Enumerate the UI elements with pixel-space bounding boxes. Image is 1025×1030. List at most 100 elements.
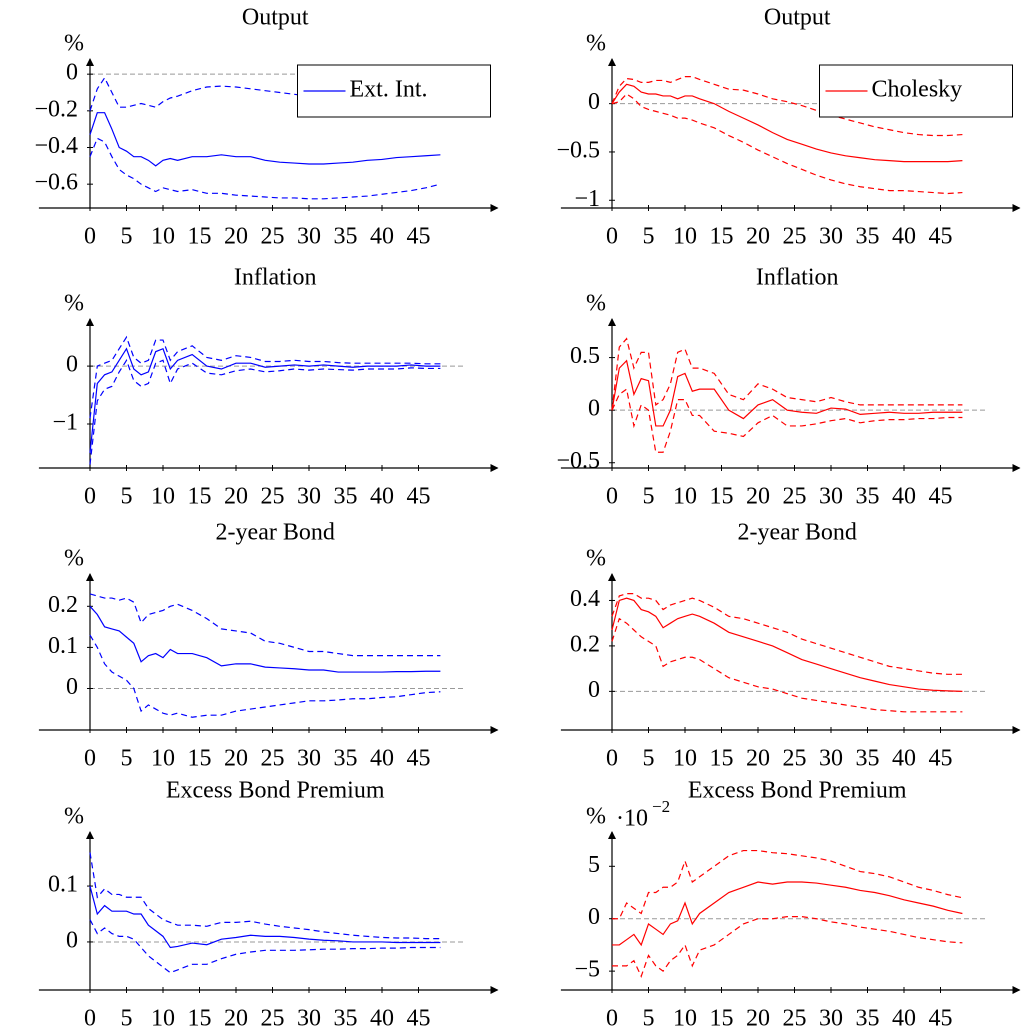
chart-title: Output	[242, 5, 309, 31]
x-tick-label: 45	[407, 484, 431, 510]
x-tick-label: 45	[929, 746, 953, 772]
x-tick-label: 30	[819, 484, 843, 510]
y-tick-label: 0.5	[570, 343, 600, 369]
x-tick-label: 15	[188, 224, 212, 250]
x-tick-label: 15	[710, 746, 734, 772]
x-tick-label: 45	[929, 224, 953, 250]
y-tick-label: 0	[588, 89, 600, 115]
x-tick-label: 5	[121, 484, 133, 510]
x-tick-label: 35	[856, 224, 880, 250]
y-tick-label: −1	[52, 410, 78, 436]
chart-title: Inflation	[234, 265, 317, 291]
x-tick-label: 20	[746, 746, 770, 772]
x-tick-label: 40	[892, 484, 916, 510]
y-tick-label: 0.1	[48, 872, 78, 898]
x-tick-label: 40	[370, 746, 394, 772]
x-tick-label: 40	[892, 1006, 916, 1030]
x-tick-label: 15	[710, 224, 734, 250]
x-tick-label: 15	[188, 484, 212, 510]
band-line	[89, 358, 441, 465]
band-line	[611, 337, 963, 411]
x-tick-label: 40	[370, 224, 394, 250]
x-tick-label: 35	[334, 484, 358, 510]
x-tick-label: 45	[929, 1006, 953, 1030]
x-tick-label: 10	[151, 484, 175, 510]
x-tick-label: 10	[673, 224, 697, 250]
x-tick-label: 35	[856, 746, 880, 772]
y-tick-label: −0.6	[34, 170, 78, 196]
x-tick-label: 10	[151, 746, 175, 772]
y-tick-label: 0	[66, 927, 78, 953]
y-tick-label: −0.5	[556, 448, 600, 474]
y-tick-label: 5	[588, 852, 600, 878]
x-tick-label: 40	[892, 746, 916, 772]
x-tick-label: 30	[297, 224, 321, 250]
x-tick-label: 15	[710, 1006, 734, 1030]
y-axis-label: %	[64, 546, 84, 572]
y-tick-label: 0.2	[570, 631, 600, 657]
x-tick-label: 25	[261, 484, 285, 510]
y-axis-label: %	[64, 31, 84, 57]
y-tick-label: 0	[66, 674, 78, 700]
x-tick-label: 25	[261, 1006, 285, 1030]
y-axis-label: %	[586, 804, 606, 830]
band-line	[611, 617, 963, 713]
chart-title: Excess Bond Premium	[688, 778, 907, 804]
x-tick-label: 35	[334, 746, 358, 772]
x-tick-label: 45	[407, 1006, 431, 1030]
x-tick-label: 30	[297, 746, 321, 772]
x-tick-label: 15	[188, 746, 212, 772]
y-axis-label: %	[586, 291, 606, 317]
chart-title: 2-year Bond	[216, 520, 335, 546]
x-tick-label: 35	[856, 1006, 880, 1030]
x-tick-label: 25	[261, 746, 285, 772]
x-tick-label: 0	[606, 1006, 618, 1030]
x-tick-label: 15	[710, 484, 734, 510]
band-line	[89, 137, 441, 200]
x-tick-label: 15	[188, 1006, 212, 1030]
x-tick-label: 0	[84, 224, 96, 250]
y-tick-label: 0	[588, 677, 600, 703]
x-tick-label: 5	[121, 1006, 133, 1030]
band-line	[611, 75, 963, 137]
x-tick-label: 20	[746, 1006, 770, 1030]
x-tick-label: 45	[407, 746, 431, 772]
y-axis-label: %	[586, 31, 606, 57]
chart-title: Output	[764, 5, 831, 31]
chart-title: 2-year Bond	[738, 520, 857, 546]
y-tick-label: −5	[574, 957, 600, 983]
x-tick-label: 0	[84, 484, 96, 510]
band-line	[89, 335, 441, 419]
response-line	[89, 885, 441, 949]
legend-label: Ext. Int.	[350, 77, 428, 103]
x-tick-label: 30	[819, 224, 843, 250]
y-tick-label: −0.5	[556, 137, 600, 163]
x-tick-label: 10	[673, 1006, 697, 1030]
x-tick-label: 5	[121, 746, 133, 772]
x-tick-label: 25	[783, 1006, 807, 1030]
x-tick-label: 5	[121, 224, 133, 250]
response-line	[611, 359, 963, 427]
band-line	[611, 93, 963, 195]
x-tick-label: 10	[673, 746, 697, 772]
y-tick-label: −1	[574, 186, 600, 212]
x-tick-label: 20	[224, 1006, 248, 1030]
x-tick-label: 30	[819, 1006, 843, 1030]
y-tick-label: 0	[588, 904, 600, 930]
y-axis-label: %	[586, 546, 606, 572]
y-tick-label: −0.4	[34, 133, 78, 159]
x-tick-label: 20	[746, 224, 770, 250]
response-line	[611, 83, 963, 163]
x-tick-label: 30	[297, 1006, 321, 1030]
y-axis-label: %	[64, 291, 84, 317]
x-tick-label: 25	[783, 224, 807, 250]
x-tick-label: 10	[673, 484, 697, 510]
x-tick-label: 0	[606, 224, 618, 250]
x-tick-label: 5	[643, 1006, 655, 1030]
x-tick-label: 20	[746, 484, 770, 510]
x-tick-label: 0	[84, 1006, 96, 1030]
y-tick-label: 0	[66, 352, 78, 378]
x-tick-label: 10	[151, 224, 175, 250]
